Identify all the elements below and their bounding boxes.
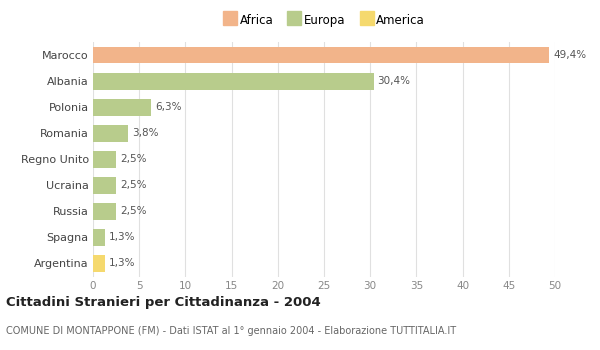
Text: 2,5%: 2,5% [120, 180, 146, 190]
Bar [93, 177, 116, 194]
Text: Cittadini Stranieri per Cittadinanza - 2004: Cittadini Stranieri per Cittadinanza - 2… [6, 296, 321, 309]
Text: 6,3%: 6,3% [155, 102, 181, 112]
Bar [93, 47, 550, 63]
Text: 2,5%: 2,5% [120, 206, 146, 216]
Bar [93, 229, 105, 246]
Bar [93, 125, 128, 142]
Legend: Africa, Europa, America: Africa, Europa, America [220, 10, 428, 30]
Text: COMUNE DI MONTAPPONE (FM) - Dati ISTAT al 1° gennaio 2004 - Elaborazione TUTTITA: COMUNE DI MONTAPPONE (FM) - Dati ISTAT a… [6, 326, 456, 336]
Bar [93, 151, 116, 168]
Text: 1,3%: 1,3% [109, 232, 135, 243]
Text: 3,8%: 3,8% [132, 128, 158, 138]
Text: 1,3%: 1,3% [109, 258, 135, 268]
Bar [93, 255, 105, 272]
Text: 49,4%: 49,4% [553, 50, 586, 60]
Bar [93, 203, 116, 220]
Text: 2,5%: 2,5% [120, 154, 146, 164]
Text: 30,4%: 30,4% [377, 76, 410, 86]
Bar [93, 72, 374, 90]
Bar [93, 99, 151, 116]
